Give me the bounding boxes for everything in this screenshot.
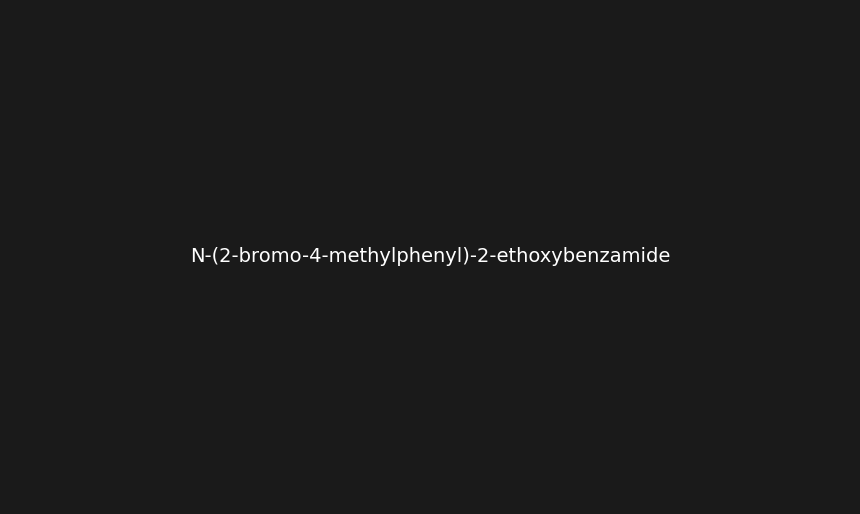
- Text: N-(2-bromo-4-methylphenyl)-2-ethoxybenzamide: N-(2-bromo-4-methylphenyl)-2-ethoxybenza…: [190, 248, 670, 266]
